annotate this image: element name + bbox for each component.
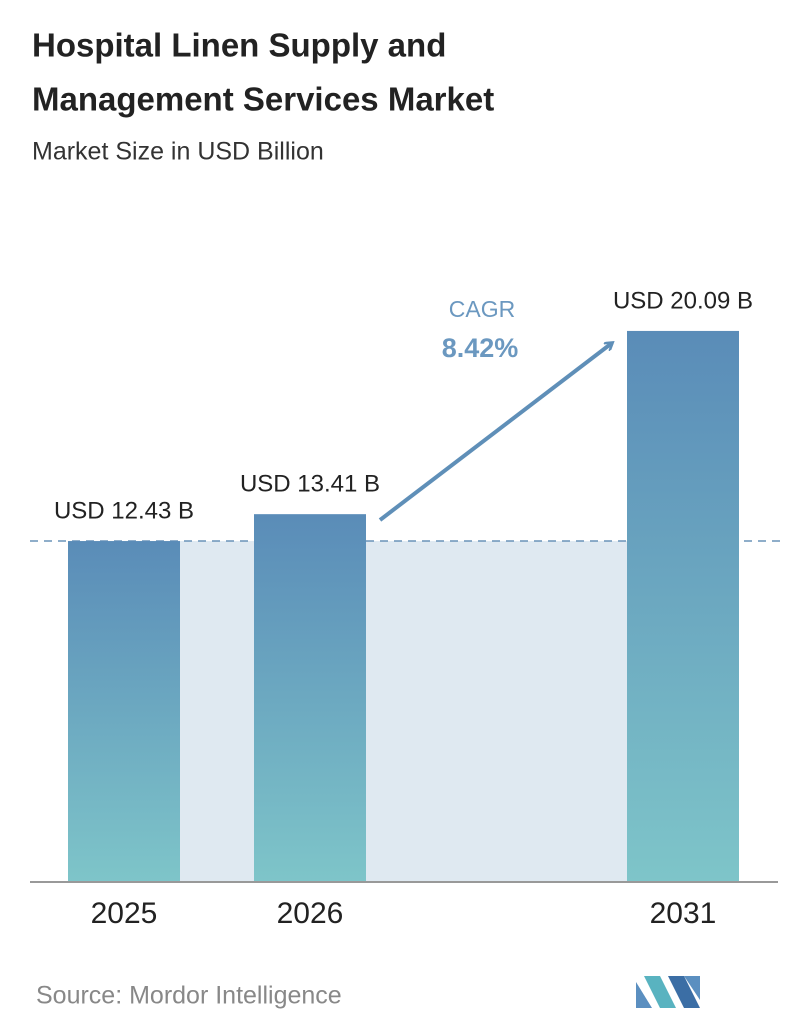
chart-subtitle: Market Size in USD Billion (32, 138, 324, 166)
chart-title: Hospital Linen Supply and (32, 27, 446, 64)
logo (636, 976, 700, 1008)
value-label: USD 13.41 B (240, 471, 380, 498)
cagr-arrow (378, 343, 612, 522)
x-tick-label: 2031 (650, 897, 717, 930)
bar (254, 514, 366, 882)
cagr-value: 8.42% (442, 333, 519, 363)
source: Source: Mordor Intelligence (36, 982, 342, 1010)
bar (68, 541, 180, 882)
value-label: USD 20.09 B (613, 287, 753, 314)
reference-area (180, 541, 627, 882)
x-tick-label: 2025 (91, 897, 158, 930)
x-tick-label: 2026 (277, 897, 344, 930)
bar (627, 330, 739, 883)
chart-title: Management Services Market (32, 81, 494, 118)
value-label: USD 12.43 B (54, 497, 194, 524)
cagr-label: CAGR (449, 296, 515, 322)
